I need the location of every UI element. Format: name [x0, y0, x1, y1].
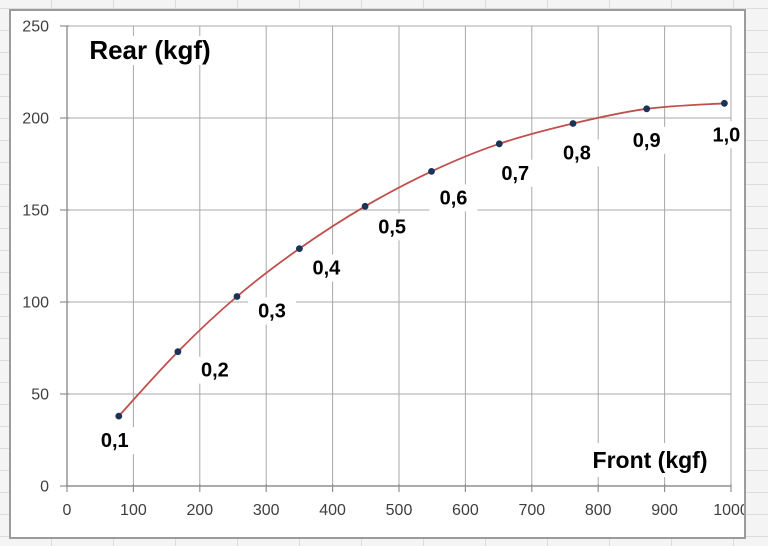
- x-tick-label: 200: [186, 502, 213, 519]
- data-point-marker: [174, 348, 182, 356]
- series-line: [118, 102, 725, 417]
- data-point-marker: [361, 202, 369, 210]
- data-point-label-bg: [368, 213, 417, 241]
- y-axis-title-bg: [72, 36, 228, 65]
- data-point-label: 0,5: [378, 216, 406, 238]
- x-tick-label: 700: [518, 502, 545, 519]
- x-axis-title: Front (kgf): [593, 447, 708, 473]
- data-point-label: 0,7: [501, 163, 529, 185]
- data-point-label: 0,3: [258, 300, 286, 322]
- data-point-label: 0,2: [201, 360, 229, 382]
- data-point-label: 0,4: [312, 258, 341, 280]
- y-tick-label: 200: [22, 111, 49, 128]
- y-tick-label: 100: [22, 295, 49, 312]
- data-point-label-bg: [429, 184, 478, 212]
- data-point-marker: [233, 293, 241, 300]
- data-point-label: 0,1: [101, 430, 129, 452]
- y-tick-label: 250: [22, 19, 49, 36]
- data-point-label-bg: [702, 121, 744, 149]
- data-point-label-bg: [491, 159, 540, 187]
- y-tick-label: 50: [31, 387, 49, 404]
- x-tick-label: 300: [253, 502, 280, 519]
- data-point-marker: [721, 99, 728, 107]
- data-point-marker: [495, 140, 503, 148]
- x-tick-label: 800: [585, 502, 612, 519]
- data-point-label: 1,0: [712, 124, 740, 146]
- x-tick-label: 100: [120, 502, 147, 519]
- data-point-label: 0,6: [440, 187, 468, 209]
- x-axis-title-bg: [580, 443, 720, 477]
- data-point-label-bg: [552, 139, 601, 167]
- data-point-marker: [569, 120, 577, 127]
- x-tick-label: 900: [651, 502, 678, 519]
- data-point-marker: [115, 412, 123, 420]
- data-point-marker: [643, 105, 651, 113]
- data-point-label-bg: [247, 297, 296, 325]
- x-tick-label: 600: [452, 502, 479, 519]
- data-point-label: 0,9: [633, 130, 661, 152]
- data-point-label: 0,8: [563, 143, 591, 165]
- x-tick-label: 0: [63, 502, 72, 519]
- data-point-label-bg: [302, 254, 351, 282]
- y-tick-label: 0: [40, 479, 49, 496]
- x-tick-label: 400: [319, 502, 346, 519]
- data-point-label-bg: [622, 126, 671, 154]
- y-axis-title: Rear (kgf): [89, 35, 210, 65]
- data-point-marker: [428, 168, 435, 175]
- data-point-label-bg: [90, 427, 139, 455]
- data-point-marker: [296, 245, 303, 253]
- y-tick-label: 150: [22, 203, 49, 220]
- x-tick-label: 500: [386, 502, 413, 519]
- data-point-label-bg: [190, 356, 239, 384]
